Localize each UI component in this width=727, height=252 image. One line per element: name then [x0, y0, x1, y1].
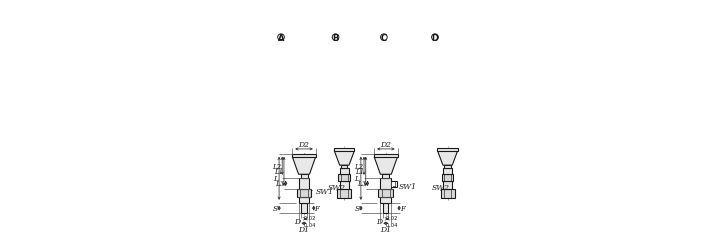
- Text: D: D: [294, 217, 301, 225]
- Bar: [302, 203, 307, 214]
- Text: ⁻0.02: ⁻0.02: [384, 215, 398, 220]
- Bar: [340, 168, 349, 174]
- Polygon shape: [374, 157, 398, 175]
- Text: D: D: [431, 34, 438, 43]
- Text: L3: L3: [276, 180, 285, 187]
- Text: A: A: [278, 34, 284, 43]
- Bar: [341, 166, 348, 168]
- Text: L3: L3: [358, 180, 366, 187]
- Text: F: F: [400, 204, 405, 212]
- Bar: [334, 149, 355, 151]
- Text: D2: D2: [299, 140, 310, 148]
- Text: SW2: SW2: [328, 183, 346, 192]
- Bar: [443, 182, 452, 189]
- Polygon shape: [334, 151, 355, 166]
- Text: D2: D2: [380, 140, 391, 148]
- Text: SW1: SW1: [311, 187, 333, 195]
- Bar: [391, 181, 395, 187]
- Bar: [339, 174, 350, 182]
- Text: F: F: [315, 204, 319, 212]
- Bar: [383, 203, 388, 214]
- Bar: [299, 197, 310, 203]
- Polygon shape: [292, 157, 316, 175]
- Text: ⁻0.04: ⁻0.04: [384, 222, 398, 227]
- Text: B: B: [332, 34, 339, 43]
- Bar: [438, 149, 458, 151]
- Text: D1: D1: [299, 225, 310, 233]
- Text: S: S: [355, 204, 360, 212]
- Text: C: C: [381, 34, 387, 43]
- Text: ⁻0.02: ⁻0.02: [302, 215, 316, 220]
- Bar: [442, 174, 454, 182]
- Bar: [444, 166, 451, 168]
- Bar: [340, 182, 349, 189]
- Bar: [443, 168, 452, 174]
- Bar: [374, 154, 398, 157]
- Bar: [299, 178, 310, 189]
- Text: D1: D1: [380, 225, 391, 233]
- Bar: [300, 175, 308, 178]
- Text: L1: L1: [273, 168, 283, 176]
- Polygon shape: [438, 151, 458, 166]
- Text: SW2: SW2: [432, 183, 450, 192]
- Bar: [380, 197, 391, 203]
- Bar: [382, 175, 390, 178]
- Text: S: S: [273, 204, 278, 212]
- Bar: [292, 154, 316, 157]
- Text: ⁻0.04: ⁻0.04: [302, 222, 316, 227]
- Text: L: L: [273, 175, 278, 182]
- Text: L2: L2: [272, 162, 281, 170]
- Text: L1: L1: [356, 168, 365, 176]
- Text: L: L: [355, 175, 360, 182]
- Bar: [380, 178, 391, 189]
- Bar: [441, 189, 454, 198]
- Text: SW1: SW1: [393, 182, 417, 190]
- Bar: [337, 189, 351, 198]
- Bar: [297, 189, 311, 197]
- Text: D: D: [377, 217, 382, 225]
- Text: L2: L2: [354, 162, 363, 170]
- Bar: [379, 189, 393, 197]
